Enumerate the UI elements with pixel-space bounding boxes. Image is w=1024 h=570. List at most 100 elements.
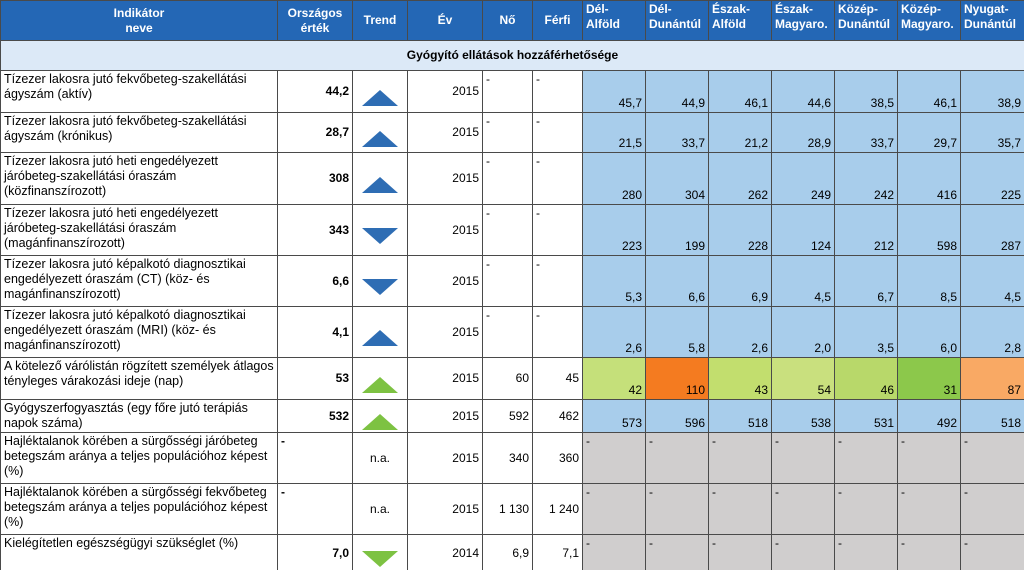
female-value: - (482, 112, 533, 153)
column-header-text: Év (437, 13, 453, 27)
section-row: Gyógyító ellátások hozzáférhetősége (0, 40, 1024, 71)
column-header: Trend (352, 0, 408, 41)
column-header-text: Közép-Magyaro. (901, 2, 954, 31)
region-value: - (645, 483, 709, 535)
region-value: 21,2 (708, 112, 772, 153)
region-value: 35,7 (960, 112, 1024, 153)
table-row: Hajléktalanok körében a sürgősségi járób… (0, 432, 1024, 484)
region-value: 2,6 (708, 306, 772, 358)
region-value: - (897, 534, 961, 570)
year: 2015 (407, 399, 483, 433)
female-value: 592 (482, 399, 533, 433)
region-value: - (645, 534, 709, 570)
trend-cell (352, 534, 408, 570)
region-value: - (771, 483, 835, 535)
trend-triangle (362, 176, 398, 193)
column-header: Országos érték (277, 0, 353, 41)
region-value: 8,5 (897, 255, 961, 307)
male-value: - (532, 112, 583, 153)
trend-cell (352, 306, 408, 358)
column-header: Közép-Dunántúl (834, 0, 898, 41)
region-value: - (708, 432, 772, 484)
year: 2015 (407, 70, 483, 113)
female-value: - (482, 204, 533, 256)
female-value: - (482, 70, 533, 113)
region-value: - (960, 483, 1024, 535)
region-value: - (771, 432, 835, 484)
region-value: - (645, 432, 709, 484)
trend-icon (362, 89, 398, 106)
region-value: 42 (582, 357, 646, 400)
indicator-name: Tízezer lakosra jutó képalkotó diagnoszt… (0, 306, 278, 358)
national-value: 6,6 (277, 255, 353, 307)
region-value: 46,1 (897, 70, 961, 113)
male-value: 360 (532, 432, 583, 484)
male-value: 7,1 (532, 534, 583, 570)
region-value: - (897, 432, 961, 484)
region-value: 46,1 (708, 70, 772, 113)
column-header: Év (407, 0, 483, 41)
region-value: 124 (771, 204, 835, 256)
male-value: - (532, 204, 583, 256)
year: 2015 (407, 112, 483, 153)
female-value: 340 (482, 432, 533, 484)
table-row: Kielégítetlen egészségügyi szükséglet (%… (0, 534, 1024, 570)
region-value: 228 (708, 204, 772, 256)
column-header-text: Dél-Dunántúl (649, 2, 701, 31)
column-header-text: Észak-Magyaro. (775, 2, 828, 31)
region-value: 262 (708, 152, 772, 205)
trend-triangle (362, 414, 398, 430)
column-header: Nyugat-Dunántúl (960, 0, 1024, 41)
indicator-name: A kötelező várólistán rögzített személye… (0, 357, 278, 400)
region-value: - (582, 534, 646, 570)
trend-icon (362, 228, 398, 244)
region-value: 596 (645, 399, 709, 433)
trend-triangle (362, 376, 398, 393)
region-value: - (834, 483, 898, 535)
trend-text: n.a. (352, 432, 408, 484)
table-row: Tízezer lakosra jutó fekvőbeteg-szakellá… (0, 112, 1024, 153)
national-value: 4,1 (277, 306, 353, 358)
trend-cell (352, 152, 408, 205)
region-value: - (582, 432, 646, 484)
trend-icon (362, 279, 398, 295)
female-value: 6,9 (482, 534, 533, 570)
region-value: 249 (771, 152, 835, 205)
female-value: - (482, 255, 533, 307)
table-row: Tízezer lakosra jutó fekvőbeteg-szakellá… (0, 70, 1024, 113)
region-value: 6,9 (708, 255, 772, 307)
female-value: - (482, 152, 533, 205)
trend-cell (352, 357, 408, 400)
trend-triangle (362, 228, 398, 244)
year: 2015 (407, 152, 483, 205)
trend-text: n.a. (352, 483, 408, 535)
region-value: 225 (960, 152, 1024, 205)
region-value: - (834, 432, 898, 484)
national-value: 343 (277, 204, 353, 256)
region-value: 46 (834, 357, 898, 400)
male-value: - (532, 152, 583, 205)
region-value: 54 (771, 357, 835, 400)
region-value: 43 (708, 357, 772, 400)
table-row: Hajléktalanok körében a sürgősségi fekvő… (0, 483, 1024, 535)
region-value: 518 (960, 399, 1024, 433)
table-body: Gyógyító ellátások hozzáférhetősége Tíze… (0, 40, 1024, 570)
trend-triangle (362, 330, 398, 346)
column-header-text: Indikátor neve (113, 5, 165, 35)
year: 2015 (407, 204, 483, 256)
section-title: Gyógyító ellátások hozzáférhetősége (0, 40, 1024, 71)
table-row: Gyógyszerfogyasztás (egy főre jutó teráp… (0, 399, 1024, 433)
region-value: - (708, 534, 772, 570)
column-header-text: Nő (499, 13, 516, 27)
column-header: Dél-Dunántúl (645, 0, 709, 41)
national-value: 308 (277, 152, 353, 205)
column-header-text: Dél-Alföld (586, 2, 620, 31)
male-value: 45 (532, 357, 583, 400)
indicator-name: Hajléktalanok körében a sürgősségi járób… (0, 432, 278, 484)
region-value: 6,0 (897, 306, 961, 358)
trend-triangle (362, 89, 398, 106)
region-value: 44,9 (645, 70, 709, 113)
column-header-text: Nyugat-Dunántúl (964, 2, 1016, 31)
column-header: Férfi (532, 0, 583, 41)
region-value: 33,7 (645, 112, 709, 153)
